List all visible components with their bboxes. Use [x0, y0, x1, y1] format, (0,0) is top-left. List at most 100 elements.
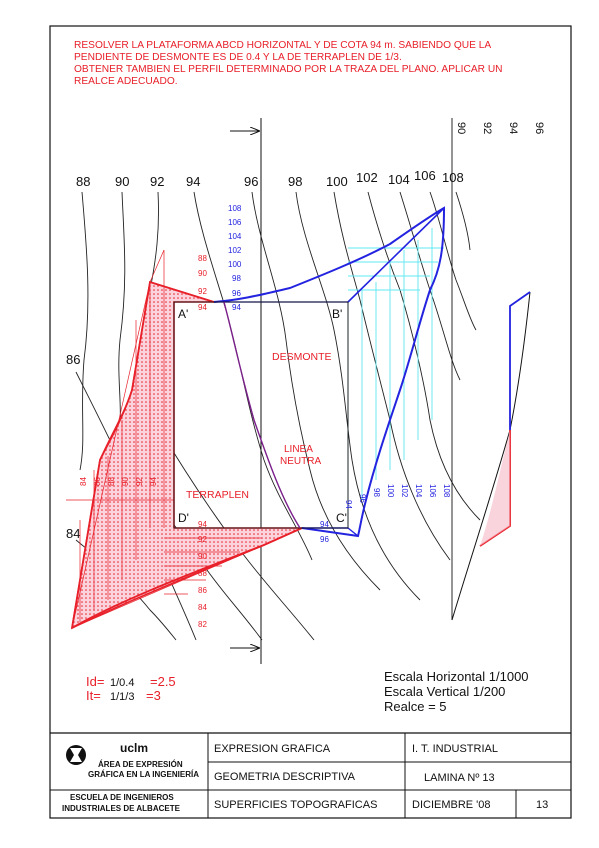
- cut-mark-c-96: 96: [320, 535, 329, 544]
- profile-label: 94: [507, 122, 519, 134]
- terraplen-toe-line: [71, 527, 303, 629]
- cell-number: 13: [536, 799, 548, 811]
- contour-label-group: 88 90 92 94 96 98 100 102 104 106 108 86…: [66, 168, 464, 541]
- fill-scale-bottom: 94 92 90 88 86 84 82: [198, 520, 207, 629]
- fill-scale-label: 94: [149, 477, 158, 486]
- scale-vertical: Escala Vertical 1/200: [384, 684, 505, 699]
- outer-frame: [49, 25, 572, 819]
- statement-line-3: OBTENER TAMBIEN EL PERFIL DETERMINADO PO…: [74, 64, 503, 75]
- cell-degree: I. T. INDUSTRIAL: [412, 743, 498, 755]
- fill-scale-label: 86: [198, 586, 207, 595]
- cut-scale-label: 100: [386, 484, 395, 498]
- contour-108: [455, 191, 471, 251]
- cell-sheet-no: LAMINA Nº 13: [424, 772, 495, 784]
- contour-102: [367, 191, 481, 521]
- fill-scale-label: 92: [198, 535, 207, 544]
- org-line-1: ÁREA DE EXPRESIÓN: [98, 760, 183, 769]
- corner-b: B': [332, 307, 342, 321]
- contour-label-86: 86: [66, 352, 80, 367]
- statement-line-2: PENDIENTE DE DESMONTE ES DE 0.4 Y LA DE …: [74, 52, 402, 63]
- fill-scale-label: 94: [198, 520, 207, 529]
- fill-scale-label: 82: [198, 620, 207, 629]
- contour-label: 92: [150, 174, 164, 189]
- cell-topic: GEOMETRIA DESCRIPTIVA: [214, 771, 356, 783]
- fill-scale-label: 94: [198, 303, 207, 312]
- profile-fill-area: [480, 430, 510, 546]
- contour-94: [193, 191, 313, 561]
- desmonte-boundary: [213, 206, 446, 538]
- contour-100: [333, 191, 451, 561]
- cut-corner-c: [347, 527, 359, 537]
- contour-label: 90: [115, 174, 129, 189]
- cut-scale-label: 104: [414, 484, 423, 498]
- cut-scale-label: 108: [442, 484, 451, 498]
- contour-92: [149, 191, 159, 291]
- fill-scale-label: 92: [135, 477, 144, 486]
- cut-ridge-b: [347, 207, 445, 303]
- slope-id-label: Id=: [86, 674, 104, 689]
- fill-scale-vertical: 88 90 92 94: [198, 254, 207, 312]
- platform-abcd: [173, 301, 349, 529]
- cut-scale-label: 98: [372, 488, 381, 497]
- cut-scale-vertical: 108 106 104 102 100 98 96 94: [228, 204, 242, 312]
- contour-label: 104: [388, 172, 410, 187]
- contour-98: [295, 191, 421, 601]
- cell-subject: EXPRESION GRAFICA: [214, 743, 331, 755]
- fill-scale-label: 90: [121, 477, 130, 486]
- contour-104: [399, 191, 461, 381]
- school-line-2: INDUSTRIALES DE ALBACETE: [62, 804, 181, 813]
- slope-id-result: =2.5: [150, 674, 176, 689]
- title-block: uclm ÁREA DE EXPRESIÓN GRÁFICA EN LA ING…: [50, 732, 571, 818]
- cut-scale-label: 98: [232, 274, 241, 283]
- contour-label: 100: [326, 174, 348, 189]
- profile-label: 92: [481, 122, 493, 134]
- fill-scale-label: 90: [198, 552, 207, 561]
- cut-scale-label: 106: [428, 484, 437, 498]
- cut-scale-label: 96: [358, 494, 367, 503]
- corner-d: D': [178, 511, 189, 525]
- cut-scale-label: 102: [400, 484, 409, 498]
- profile-label: 90: [455, 122, 467, 134]
- label-desmonte: DESMONTE: [272, 351, 332, 363]
- terraplen-construction: [66, 249, 265, 629]
- uclm-logo-icon: [66, 745, 86, 765]
- contour-90: [117, 191, 126, 441]
- cut-scale-label: 106: [228, 218, 242, 227]
- fill-scale-label: 88: [198, 569, 207, 578]
- contour-label: 106: [414, 168, 436, 183]
- fill-scale-label: 88: [107, 477, 116, 486]
- org-logo-text: uclm: [120, 741, 148, 755]
- statement-line-1: RESOLVER LA PLATAFORMA ABCD HORIZONTAL Y…: [74, 40, 491, 51]
- contour-96: [251, 191, 381, 591]
- cell-sheet-title: SUPERFICIES TOPOGRAFICAS: [214, 799, 377, 811]
- slope-id-value: 1/0.4: [110, 677, 134, 689]
- cut-scale-label: 104: [228, 232, 242, 241]
- profile-cut: [509, 291, 531, 430]
- fill-scale-label: 84: [198, 603, 207, 612]
- label-neutra: NEUTRA: [280, 456, 321, 467]
- corner-a: A': [178, 307, 188, 321]
- statement-line-4: REALCE ADECUADO.: [74, 76, 178, 87]
- school-line-1: ESCUELA DE INGENIEROS: [70, 793, 174, 802]
- contour-label-84: 84: [66, 526, 80, 541]
- cut-mark-c-94: 94: [320, 520, 329, 529]
- slope-it-value: 1/1/3: [110, 691, 134, 703]
- fill-scale-label: 92: [198, 287, 207, 296]
- cut-scale-label: 108: [228, 204, 242, 213]
- profile-labels: 90 92 94 96: [455, 122, 545, 134]
- fill-scale-label: 86: [93, 477, 102, 486]
- cut-scale-label: 102: [228, 246, 242, 255]
- linea-neutra: [223, 301, 301, 529]
- cut-scale-label: 100: [228, 260, 242, 269]
- contour-label: 102: [356, 170, 378, 185]
- contour-label: 98: [288, 174, 302, 189]
- cell-date: DICIEMBRE '08: [412, 799, 491, 811]
- terraplen-edge: [71, 280, 215, 629]
- corner-c: C': [336, 511, 347, 525]
- slope-formulas: Id= 1/0.4 =2.5 It= 1/1/3 =3: [86, 674, 176, 703]
- cut-scale-label: 96: [232, 289, 241, 298]
- cut-scale-label: 94: [344, 500, 353, 509]
- fill-scale-label: 84: [79, 477, 88, 486]
- org-line-2: GRÁFICA EN LA INGENIERÍA: [88, 770, 199, 779]
